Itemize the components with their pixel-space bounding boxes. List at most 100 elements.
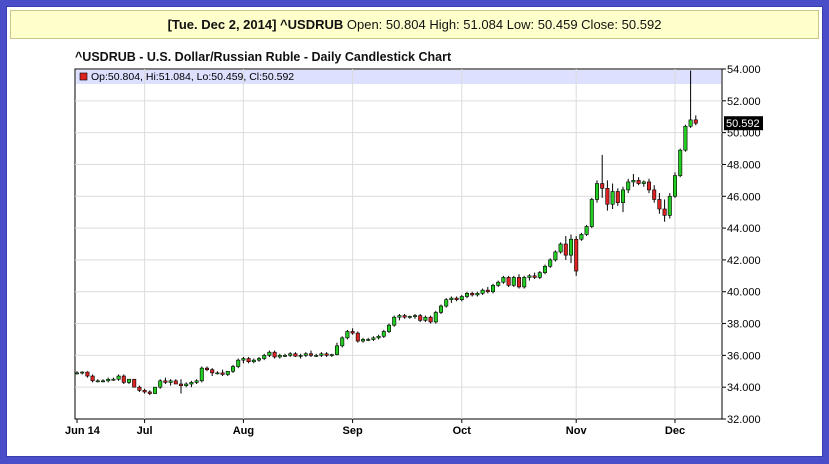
quote-summary-bar: [Tue. Dec 2, 2014] ^USDRUB Open: 50.804 … (10, 10, 819, 39)
candle-body (345, 331, 350, 339)
candle-body (277, 355, 282, 358)
candle-body (667, 195, 672, 216)
candle-body (210, 369, 215, 374)
low-value: 50.459 (537, 17, 578, 32)
candle-body (548, 259, 553, 267)
candle-body (80, 371, 85, 374)
candle-body (314, 355, 319, 357)
candle-body (267, 351, 272, 356)
x-tick-label: Jul (137, 425, 153, 437)
y-tick-label: 46.000 (727, 191, 761, 203)
candle-body (101, 380, 106, 383)
candle-body (537, 272, 542, 278)
candle-body (444, 299, 449, 307)
candle-body (376, 335, 381, 339)
candle-body (522, 277, 527, 288)
y-tick-label: 36.000 (727, 350, 761, 362)
candle-body (542, 265, 547, 273)
candle-body (563, 243, 568, 256)
candle-body (662, 208, 667, 216)
candle-body (371, 337, 376, 340)
candle-body (438, 305, 443, 313)
candle-body (251, 359, 256, 363)
last-price-tag (724, 116, 763, 131)
candle-body (475, 293, 480, 296)
candle-body (688, 119, 693, 127)
candle-body (366, 339, 371, 341)
candle-body (532, 275, 537, 278)
candle-body (516, 277, 521, 288)
candle-body (194, 380, 199, 383)
quote-date-symbol: [Tue. Dec 2, 2014] ^USDRUB (167, 17, 344, 32)
x-tick-label: Jun 14 (65, 425, 101, 437)
y-tick-label: 38.000 (727, 319, 761, 331)
candle-body (231, 366, 236, 372)
candle-body (334, 345, 339, 355)
candle-body (189, 382, 194, 385)
x-tick-label: Dec (665, 425, 685, 437)
candle-body (584, 226, 589, 235)
candle-body (579, 234, 584, 240)
candle-body (657, 199, 662, 210)
candle-body (397, 315, 402, 318)
high-value: 51.084 (463, 17, 504, 32)
last-price-label: 50.592 (726, 118, 760, 130)
candle-body (308, 353, 313, 356)
y-tick-label: 52.000 (727, 96, 761, 108)
candle-body (589, 199, 594, 227)
y-tick-label: 42.000 (727, 255, 761, 267)
y-tick-label: 44.000 (727, 223, 761, 235)
candle-body (464, 293, 469, 297)
candle-body (106, 378, 111, 382)
candle-body (272, 351, 277, 358)
candle-body (158, 380, 163, 388)
candle-body (142, 390, 147, 393)
candle-body (454, 297, 459, 300)
candle-body (527, 275, 532, 278)
candle-body (127, 378, 132, 383)
candle-body (147, 391, 152, 394)
candle-body (288, 353, 293, 356)
candle-body (600, 183, 605, 189)
candle-body (199, 367, 204, 382)
candle-body (558, 243, 563, 253)
candle-body (173, 380, 178, 385)
candle-body (620, 189, 625, 203)
candle-body (215, 372, 220, 375)
candle-body (407, 316, 412, 318)
candle-body (95, 380, 100, 383)
candle-body (350, 331, 355, 334)
candle-body (480, 289, 485, 294)
candle-body (303, 353, 308, 356)
legend-marker (79, 72, 88, 81)
candle-body (501, 277, 506, 283)
candle-body (324, 353, 329, 356)
candle-body (412, 315, 417, 317)
y-tick-label: 48.000 (727, 159, 761, 171)
plot-area (74, 68, 723, 420)
y-tick-label: 54.000 (727, 64, 761, 76)
y-tick-label: 32.000 (727, 414, 761, 426)
candle-body (184, 383, 189, 386)
candle-body (153, 386, 158, 394)
candle-body (137, 386, 142, 391)
candle-body (568, 238, 573, 256)
candle-body (636, 180, 641, 184)
candle-body (381, 331, 386, 337)
candle-body (490, 285, 495, 293)
candle-body (574, 238, 579, 272)
candle-body (205, 367, 210, 370)
candle-body (293, 353, 298, 357)
candle-body (111, 378, 116, 381)
candle-body (236, 359, 241, 367)
candle-body (470, 293, 475, 296)
candle-body (428, 316, 433, 323)
candle-body (168, 380, 173, 383)
candle-body (282, 355, 287, 357)
candle-body (355, 332, 360, 342)
candle-body (220, 372, 225, 375)
candle-body (672, 175, 677, 197)
low-label: Low: (506, 17, 535, 32)
open-label: Open: (346, 17, 383, 32)
candle-body (386, 324, 391, 332)
